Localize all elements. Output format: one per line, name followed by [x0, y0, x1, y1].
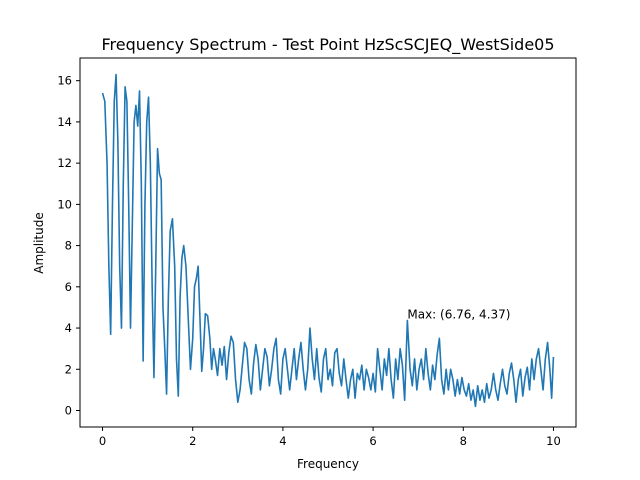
- axes-frame: [79, 57, 577, 428]
- max-annotation: Max: (6.76, 4.37): [407, 307, 510, 321]
- x-tick-label: 8: [460, 434, 467, 448]
- x-axis-label: Frequency: [297, 457, 359, 471]
- x-tick-label: 10: [546, 434, 561, 448]
- x-tick-label: 4: [279, 434, 286, 448]
- y-tick-label: 2: [65, 362, 72, 376]
- x-tick-label: 6: [369, 434, 376, 448]
- chart-title: Frequency Spectrum - Test Point HzScSCJE…: [101, 35, 554, 55]
- y-axis-label: Amplitude: [32, 212, 46, 274]
- y-tick-label: 6: [65, 280, 72, 294]
- y-tick-label: 10: [57, 197, 72, 211]
- plot-area: [101, 73, 555, 408]
- x-tick-label: 2: [189, 434, 196, 448]
- y-tick-label: 12: [57, 156, 72, 170]
- y-tick-label: 8: [65, 239, 72, 253]
- y-tick-label: 4: [65, 321, 72, 335]
- x-tick-label: 0: [99, 434, 106, 448]
- spectrum-line: [101, 73, 555, 408]
- y-tick-label: 0: [65, 404, 72, 418]
- axis-ticks: 0 2 4 6 8 10 0 2 4 6 8 10 12 14 16: [57, 74, 560, 448]
- y-tick-label: 14: [57, 115, 72, 129]
- y-tick-label: 16: [57, 74, 72, 88]
